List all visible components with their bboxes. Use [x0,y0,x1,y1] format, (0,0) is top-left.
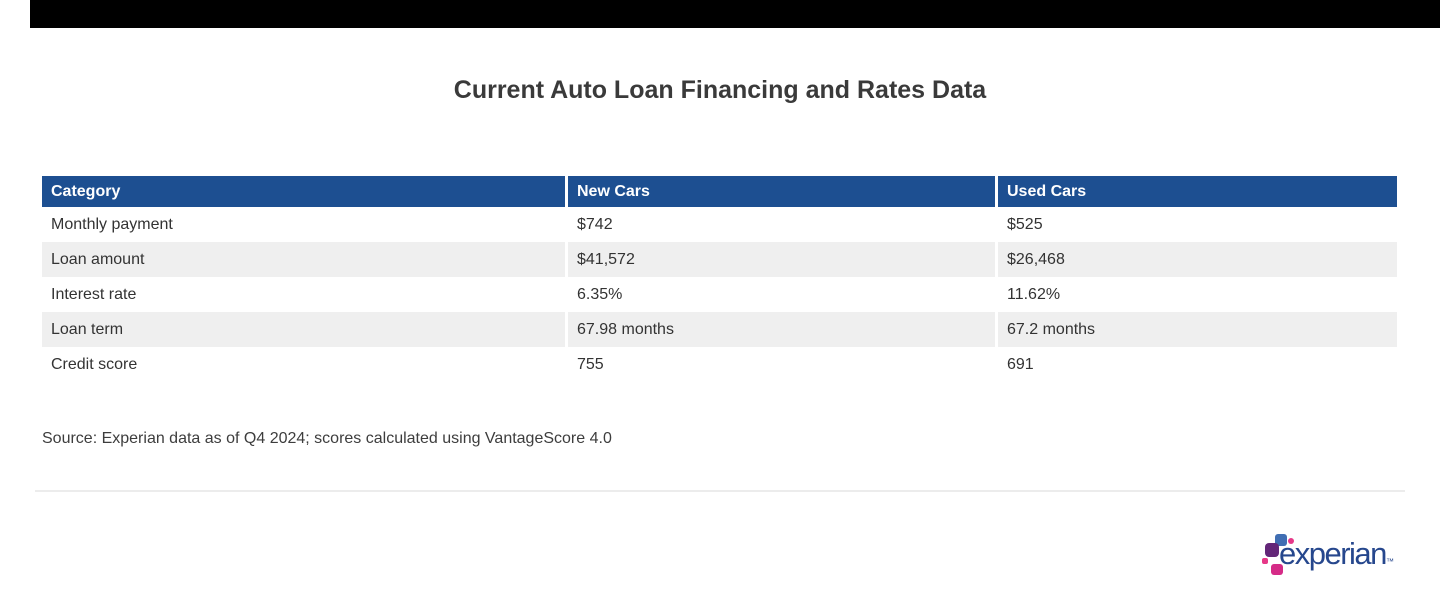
column-header-new-cars: New Cars [568,176,995,207]
cell-loan-term-label: Loan term [42,312,565,347]
logo-square-purple-icon [1265,543,1279,557]
logo-square-small-magenta-icon [1262,558,1268,564]
experian-logo: experian ™ [1260,531,1405,581]
cell-monthly-payment-new: $742 [568,207,995,242]
cell-credit-score-label: Credit score [42,347,565,382]
data-table: Category New Cars Used Cars Monthly paym… [42,176,1397,382]
cell-loan-amount-label: Loan amount [42,242,565,277]
cell-interest-rate-new: 6.35% [568,277,995,312]
cell-credit-score-new: 755 [568,347,995,382]
cell-monthly-payment-label: Monthly payment [42,207,565,242]
source-note: Source: Experian data as of Q4 2024; sco… [42,430,612,447]
logo-dot-pink-icon [1288,538,1294,544]
cell-interest-rate-used: 11.62% [998,277,1397,312]
cell-interest-rate-label: Interest rate [42,277,565,312]
logo-wordmark: experian [1279,536,1387,571]
column-header-category: Category [42,176,565,207]
column-header-used-cars: Used Cars [998,176,1397,207]
logo-trademark: ™ [1386,557,1394,566]
cell-loan-amount-used: $26,468 [998,242,1397,277]
top-banner-bar [30,0,1440,28]
page-title: Current Auto Loan Financing and Rates Da… [453,76,987,104]
cell-credit-score-used: 691 [998,347,1397,382]
logo-square-magenta-icon [1271,564,1283,575]
logo-square-blue-icon [1275,534,1287,546]
cell-loan-term-used: 67.2 months [998,312,1397,347]
divider-line [35,490,1405,492]
cell-loan-amount-new: $41,572 [568,242,995,277]
cell-loan-term-new: 67.98 months [568,312,995,347]
cell-monthly-payment-used: $525 [998,207,1397,242]
